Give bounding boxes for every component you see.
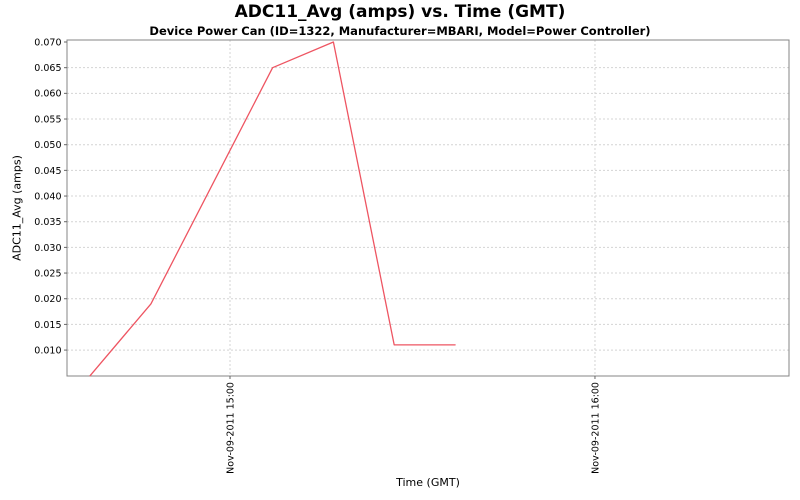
x-tick-label: Nov-09-2011 15:00 xyxy=(226,382,237,474)
y-tick-label: 0.060 xyxy=(34,89,61,100)
y-axis-title: ADC11_Avg (amps) xyxy=(10,155,24,261)
y-tick-label: 0.025 xyxy=(34,268,61,279)
y-tick-label: 0.050 xyxy=(34,140,61,151)
x-axis-title: Time (GMT) xyxy=(396,476,460,489)
y-tick-label: 0.040 xyxy=(34,191,61,202)
y-tick-label: 0.010 xyxy=(34,345,61,356)
y-tick-label: 0.030 xyxy=(34,243,61,254)
chart-subtitle: Device Power Can (ID=1322, Manufacturer=… xyxy=(149,24,651,38)
y-tick-label: 0.055 xyxy=(34,114,61,125)
x-tick-label: Nov-09-2011 16:00 xyxy=(590,382,601,474)
y-tick-label: 0.045 xyxy=(34,166,61,177)
y-tick-label: 0.035 xyxy=(34,217,61,228)
series-line xyxy=(89,41,456,377)
plot-border xyxy=(66,39,790,377)
y-tick-label: 0.065 xyxy=(34,63,61,74)
y-tick-label: 0.020 xyxy=(34,294,61,305)
chart-title: ADC11_Avg (amps) vs. Time (GMT) xyxy=(234,2,566,22)
y-tick-label: 0.015 xyxy=(34,320,61,331)
y-tick-label: 0.070 xyxy=(34,37,61,48)
